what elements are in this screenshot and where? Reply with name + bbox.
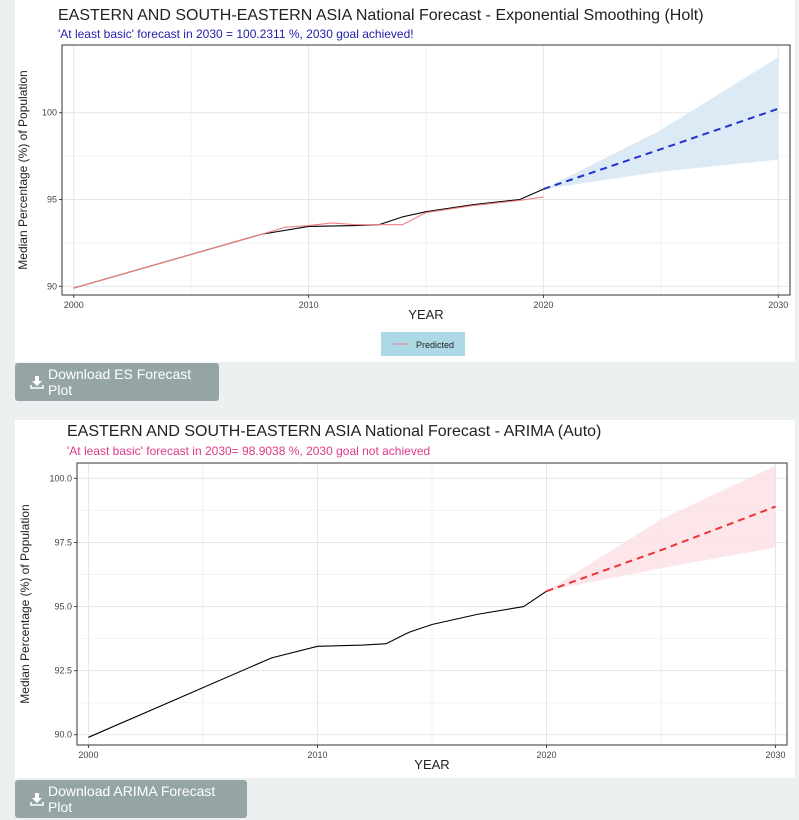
arima-forecast-panel: EASTERN AND SOUTH-EASTERN ASIA National …	[15, 420, 795, 778]
predicted-line	[73, 196, 544, 289]
y-axis-label: Median Percentage (%) of Population	[16, 70, 30, 269]
download-es-plot-label: Download ES Forecast Plot	[48, 366, 192, 398]
y-tick-label: 92.5	[54, 666, 72, 676]
y-tick-label: 100.0	[49, 473, 72, 483]
y-tick-label: 97.5	[54, 537, 72, 547]
y-tick-label: 90.0	[54, 730, 72, 740]
es-forecast-chart: 2000 2010 2020 2030 90 95 100 YEAR Median Percen…	[16, 44, 791, 356]
actual-line	[88, 590, 547, 738]
legend: Predicted	[381, 332, 465, 356]
y-tick-label: 95.0	[54, 602, 72, 612]
plot-border	[61, 44, 791, 296]
y-tick-label: 90	[47, 281, 57, 291]
download-arima-plot-label: Download ARIMA Forecast Plot	[48, 783, 216, 815]
x-tick-label: 2020	[533, 300, 553, 310]
legend-label-predicted: Predicted	[416, 340, 454, 350]
x-tick-label: 2010	[299, 300, 319, 310]
y-tick-label: 100	[42, 108, 57, 118]
actual-line	[73, 188, 544, 289]
x-tick-label: 2010	[307, 750, 327, 760]
x-axis-label: YEAR	[408, 307, 443, 322]
plot-border	[76, 462, 788, 746]
arima-forecast-chart: 2000 2010 2020 2030 90.0 92.5 95.0 97.5 100.0 YEA…	[18, 462, 788, 772]
forecast-confidence-band	[543, 57, 779, 190]
es-chart-title: EASTERN AND SOUTH-EASTERN ASIA National …	[58, 7, 704, 24]
x-tick-label: 2000	[64, 300, 84, 310]
x-tick-label: 2030	[768, 300, 788, 310]
download-arima-plot-button[interactable]: Download ARIMA Forecast Plot	[15, 780, 247, 818]
arima-chart-title: EASTERN AND SOUTH-EASTERN ASIA National …	[67, 423, 602, 440]
y-axis-label: Median Percentage (%) of Population	[18, 504, 32, 703]
x-axis-label: YEAR	[414, 757, 449, 772]
arima-chart-subtitle: 'At least basic' forecast in 2030= 98.90…	[67, 444, 431, 458]
x-tick-label: 2000	[78, 750, 98, 760]
x-tick-label: 2020	[537, 750, 557, 760]
es-chart-subtitle: 'At least basic' forecast in 2030 = 100.…	[58, 27, 414, 41]
download-es-plot-button[interactable]: Download ES Forecast Plot	[15, 363, 219, 401]
forecast-line	[546, 505, 776, 593]
forecast-line	[543, 107, 779, 191]
y-tick-label: 95	[47, 195, 57, 205]
es-forecast-panel: EASTERN AND SOUTH-EASTERN ASIA National …	[15, 0, 795, 362]
x-tick-label: 2030	[766, 750, 786, 760]
download-icon	[30, 792, 44, 806]
forecast-confidence-band	[546, 465, 776, 592]
download-icon	[30, 375, 44, 389]
